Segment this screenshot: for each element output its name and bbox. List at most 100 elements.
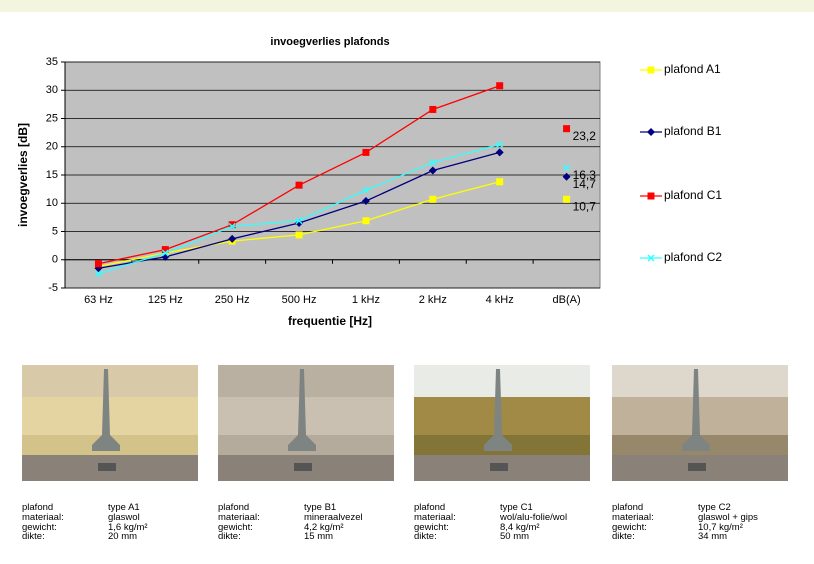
caption-key: dikte:	[414, 531, 437, 543]
caption: plafond type C1 materiaal: wol/alu-folie/wo…	[414, 503, 590, 542]
caption-row: gewicht: 4,2 kg/m²	[218, 521, 394, 533]
caption-key: gewicht:	[612, 521, 647, 533]
y-tick-label: 15	[46, 169, 58, 181]
marker	[362, 186, 370, 194]
caption-row: dikte: 50 mm	[414, 532, 590, 542]
caption-value: 10,7 kg/m²	[698, 521, 743, 533]
panel: plafond type A1 materiaal: glaswol gewicht: 1…	[22, 365, 198, 542]
y-tick-label: -5	[48, 282, 58, 294]
y-tick-label: 0	[52, 254, 58, 266]
panel: plafond type B1 materiaal: mineraalvezel gew…	[218, 365, 394, 542]
caption-value: type B1	[304, 502, 337, 513]
marker	[496, 140, 504, 149]
caption-value: 34 mm	[698, 531, 728, 543]
caption-key: plafond	[218, 502, 250, 513]
caption-key: gewicht:	[414, 521, 449, 533]
x-tick-label: dB(A)	[553, 294, 581, 306]
y-axis-label: invoegverlies [dB]	[16, 123, 30, 227]
y-tick-label: 10	[46, 197, 58, 209]
marker	[228, 221, 236, 229]
marker	[429, 159, 437, 167]
x-tick-label: 2 kHz	[419, 294, 447, 306]
legend-label: plafond A1	[664, 62, 721, 76]
caption-value: glaswol	[108, 511, 140, 523]
caption-row: materiaal: wol/alu-folie/wol	[414, 511, 590, 523]
caption-key: dikte:	[612, 531, 635, 543]
marker	[428, 166, 437, 175]
x-tick-label: 1 kHz	[352, 294, 380, 306]
marker	[496, 82, 504, 90]
x-tick-label: 500 Hz	[282, 294, 317, 306]
y-tick-label: 25	[46, 112, 58, 124]
x-tick-label: 125 Hz	[148, 294, 183, 306]
photo	[414, 365, 590, 481]
x-tick-label: 250 Hz	[215, 294, 250, 306]
marker	[647, 66, 655, 74]
caption-key: gewicht:	[218, 521, 253, 533]
marker	[161, 246, 169, 254]
photo	[612, 365, 788, 481]
caption-key: dikte:	[218, 531, 241, 543]
caption-value: 50 mm	[500, 531, 530, 543]
legend-label: plafond B1	[664, 124, 722, 138]
marker	[563, 195, 571, 203]
y-tick-label: 20	[46, 141, 58, 153]
caption: plafond type A1 materiaal: glaswol gewicht: 1…	[22, 503, 198, 542]
marker	[495, 148, 504, 157]
marker	[563, 164, 571, 172]
caption-value: type C2	[698, 502, 731, 513]
marker	[94, 270, 102, 278]
x-tick-label: 63 Hz	[84, 294, 113, 306]
caption-key: dikte:	[22, 531, 45, 543]
legend-label: plafond C1	[664, 188, 722, 202]
marker	[362, 148, 370, 156]
marker	[295, 231, 303, 239]
caption-row: plafond type A1	[22, 503, 198, 513]
caption-row: dikte: 34 mm	[612, 532, 788, 542]
value-label: 10,7	[573, 199, 597, 213]
legend-label: plafond C2	[664, 250, 722, 264]
caption-value: 20 mm	[108, 531, 138, 543]
marker	[161, 249, 169, 257]
caption-row: gewicht: 8,4 kg/m²	[414, 521, 590, 533]
marker	[647, 128, 655, 136]
caption-value: wol/alu-folie/wol	[500, 511, 568, 523]
caption-key: gewicht:	[22, 521, 57, 533]
y-tick-label: 5	[52, 225, 58, 237]
chart-title: invoegverlies plafonds	[270, 36, 389, 48]
caption-row: materiaal: glaswol + gips	[612, 511, 788, 523]
marker	[647, 192, 655, 200]
caption-row: dikte: 20 mm	[22, 532, 198, 542]
caption: plafond type B1 materiaal: mineraalvezel gew…	[218, 503, 394, 542]
marker	[429, 105, 437, 113]
caption-value: glaswol + gips	[698, 511, 758, 523]
caption-key: materiaal:	[218, 511, 260, 523]
caption-row: materiaal: glaswol	[22, 511, 198, 523]
caption-key: plafond	[22, 502, 54, 513]
y-tick-label: 35	[46, 56, 58, 68]
panel: plafond type C1 materiaal: wol/alu-folie/wo…	[414, 365, 590, 542]
panel: plafond type C2 materiaal: glaswol + gips ge…	[612, 365, 788, 542]
caption-row: materiaal: mineraalvezel	[218, 511, 394, 523]
caption-key: materiaal:	[612, 511, 654, 523]
y-tick-label: 30	[46, 84, 58, 96]
marker	[361, 196, 370, 205]
caption-value: mineraalvezel	[304, 511, 363, 523]
caption-key: materiaal:	[414, 511, 456, 523]
top-band	[0, 0, 814, 12]
marker	[94, 260, 102, 268]
x-axis-label: frequentie [Hz]	[288, 314, 372, 328]
photo	[22, 365, 198, 481]
chart: invoegverlies plafonds frequentie [Hz] i…	[16, 36, 722, 328]
marker	[562, 172, 571, 181]
marker	[228, 234, 237, 243]
caption-value: 15 mm	[304, 531, 334, 543]
value-label: 14,7	[573, 177, 597, 191]
marker	[647, 254, 655, 262]
caption-row: plafond type B1	[218, 503, 394, 513]
marker	[362, 217, 370, 225]
caption-value: 4,2 kg/m²	[304, 521, 344, 533]
marker	[496, 178, 504, 186]
caption-key: plafond	[612, 502, 644, 513]
caption-value: type A1	[108, 502, 140, 513]
